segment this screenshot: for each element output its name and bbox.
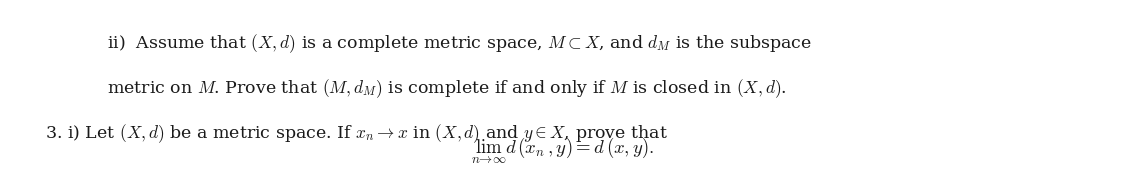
Text: metric on $M$. Prove that $(M, d_M)$ is complete if and only if $M$ is closed in: metric on $M$. Prove that $(M, d_M)$ is … bbox=[107, 77, 786, 100]
Text: $\lim_{n \to \infty} d\,(x_n, y) = d\,(x, y).$: $\lim_{n \to \infty} d\,(x_n, y) = d\,(x… bbox=[470, 135, 655, 166]
Text: ii)  Assume that $(X,d)$ is a complete metric space, $M \subset X$, and $d_M$ is: ii) Assume that $(X,d)$ is a complete me… bbox=[107, 32, 812, 55]
Text: 3. i) Let $(X, d)$ be a metric space. If $x_n \rightarrow x$ in $(X, d)$ and $y : 3. i) Let $(X, d)$ be a metric space. If… bbox=[45, 122, 668, 145]
